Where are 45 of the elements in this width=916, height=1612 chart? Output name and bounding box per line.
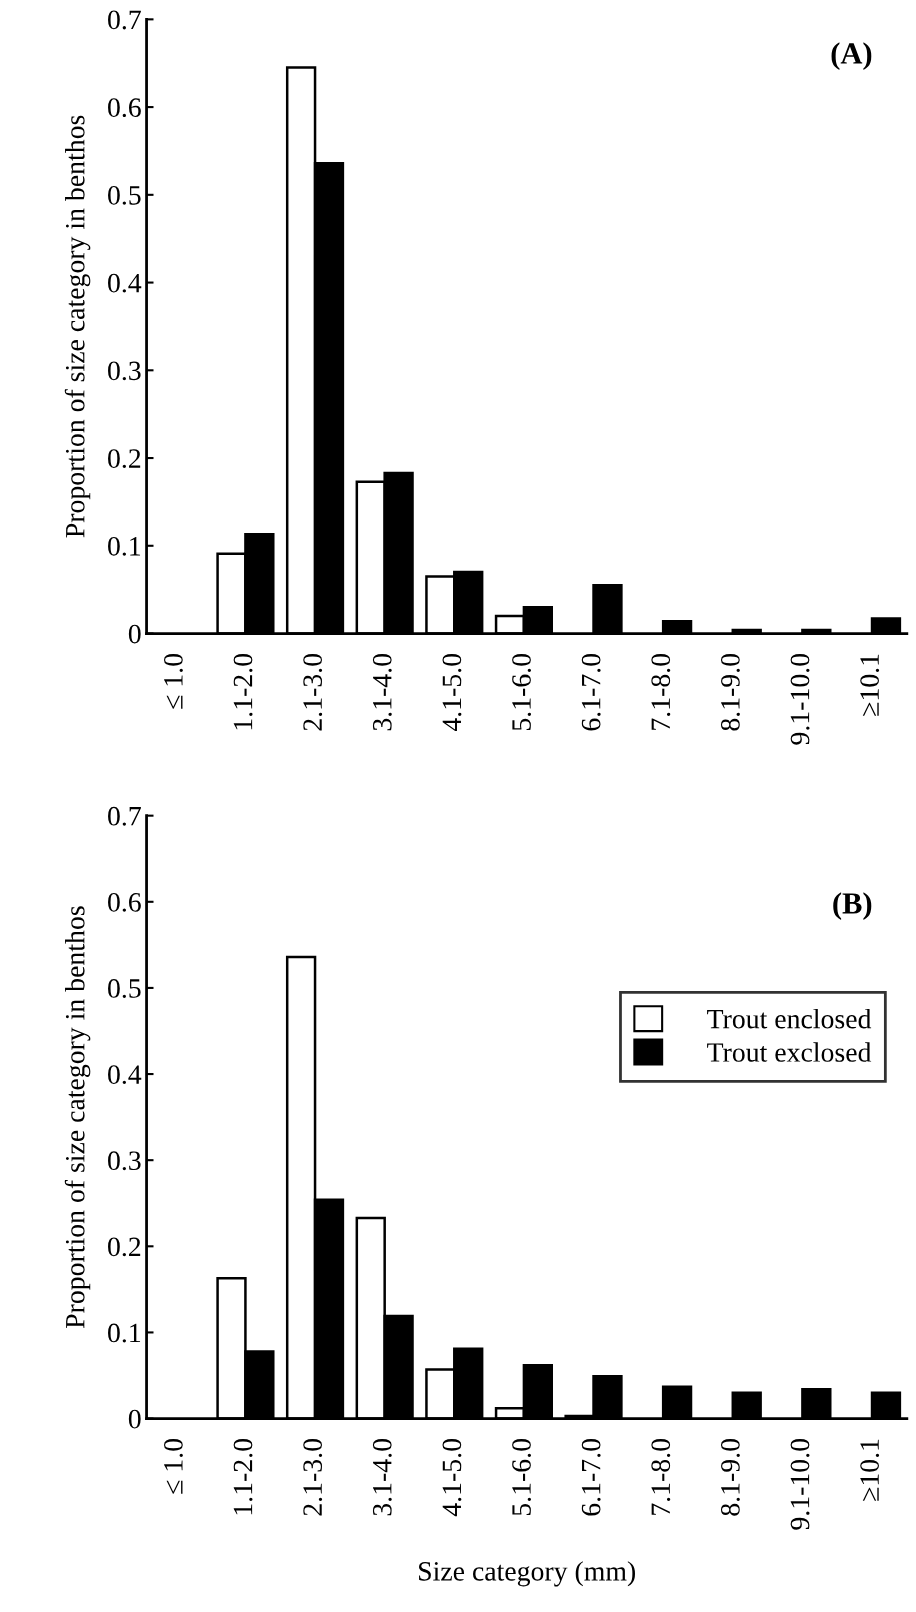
x-tick-label: 1.1-2.0 — [233, 654, 253, 730]
x-tick-label: 4.1-5.0 — [442, 654, 462, 732]
x-tick-label: ≤ 1.0 — [164, 1439, 183, 1494]
y-tick-label: 0.4 — [108, 273, 142, 293]
x-tick-label: 3.1-4.0 — [372, 654, 392, 731]
y-tick-label: 0.2 — [108, 1237, 141, 1257]
x-tick-label: 5.1-6.0 — [512, 1439, 531, 1516]
x-tick-label: 8.1-9.0 — [720, 654, 740, 731]
x-axis-title: Size category (mm) — [419, 1561, 635, 1587]
x-tick-label: 7.1-8.0 — [651, 654, 671, 730]
annotation: (B) — [833, 892, 872, 920]
y-tick-label: 0.1 — [108, 536, 141, 556]
y-tick-label: 0.3 — [108, 1151, 141, 1171]
x-tick-label: 2.1-3.0 — [303, 654, 323, 731]
y-tick-label: 0.6 — [108, 892, 141, 912]
y-axis-title: Proportion of size category in benthos — [64, 115, 91, 538]
y-tick-label: 0.5 — [108, 979, 141, 998]
x-tick-label: 1.1-2.0 — [233, 1439, 253, 1515]
y-tick-label: 0.7 — [108, 10, 141, 30]
y-tick-label: 0.1 — [108, 1323, 141, 1343]
x-tick-label: 6.1-7.0 — [581, 1439, 601, 1516]
x-tick-label: ≤ 1.0 — [164, 654, 183, 709]
legend-label: Trout enclosed — [707, 1008, 872, 1029]
x-tick-label: 6.1-7.0 — [581, 654, 601, 731]
y-tick-label: 0 — [128, 624, 141, 644]
x-tick-label: 4.1-5.0 — [442, 1439, 462, 1517]
x-tick-label: 5.1-6.0 — [512, 654, 531, 731]
y-tick-label: 0.2 — [108, 449, 141, 469]
x-tick-label: 3.1-4.0 — [372, 1439, 392, 1516]
y-tick-label: 0.6 — [108, 98, 141, 118]
annotation: (A) — [831, 42, 872, 71]
legend-label: Trout exclosed — [707, 1042, 872, 1062]
x-tick-label: 7.1-8.0 — [651, 1439, 671, 1515]
x-tick-label: 9.1-10.0 — [790, 1439, 810, 1530]
y-tick-label: 0.4 — [108, 1065, 142, 1085]
y-tick-label: 0.3 — [108, 361, 141, 381]
y-tick-label: 0.5 — [108, 185, 141, 205]
x-tick-label: 9.1-10.0 — [790, 654, 810, 745]
y-tick-label: 0.7 — [108, 806, 141, 826]
y-tick-label: 0 — [128, 1409, 141, 1429]
x-tick-label: ≥10.1 — [860, 1439, 880, 1501]
y-axis-title: Proportion of size category in benthos — [64, 906, 91, 1329]
x-tick-label: ≥10.1 — [860, 654, 880, 716]
x-tick-label: 8.1-9.0 — [720, 1439, 740, 1516]
x-tick-label: 2.1-3.0 — [303, 1439, 323, 1516]
